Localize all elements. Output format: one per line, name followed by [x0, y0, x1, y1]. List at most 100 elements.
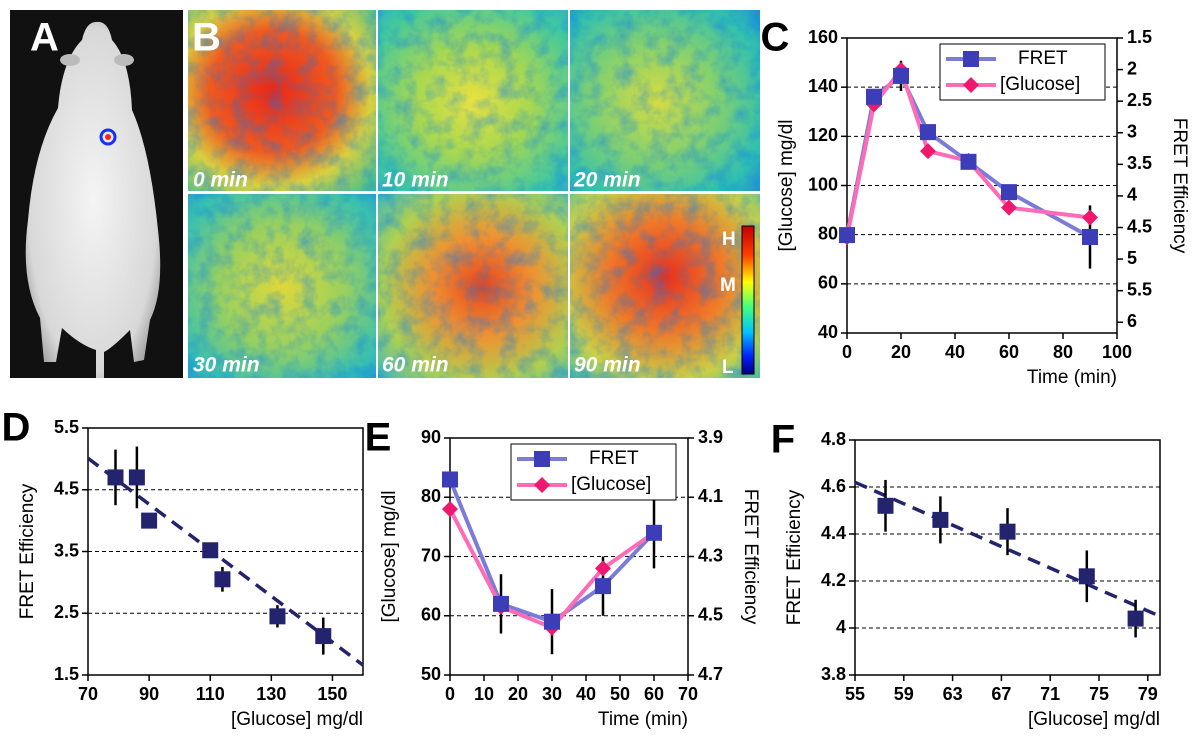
- fit-line: [86, 456, 365, 667]
- y-tick-label: 60: [421, 605, 441, 625]
- y-tick-label: 100: [808, 174, 838, 194]
- legend-label: [Glucose]: [1000, 74, 1080, 95]
- y2-tick-label: 3: [1127, 122, 1137, 142]
- legend-label: [Glucose]: [571, 474, 651, 495]
- y-tick-label: 5.5: [54, 417, 79, 437]
- x-axis-label: [Glucose] mg/dl: [1028, 709, 1160, 730]
- y2-tick-label: 3.9: [698, 427, 723, 447]
- marker: [141, 512, 158, 529]
- y-tick-label: 4.4: [821, 523, 846, 543]
- colorbar-label: M: [720, 275, 736, 296]
- marker: [315, 628, 332, 645]
- y2-tick-label: 4.1: [698, 486, 723, 506]
- y-tick-label: 60: [818, 273, 838, 293]
- x-tick-label: 10: [474, 684, 494, 704]
- marker: [1001, 184, 1017, 201]
- marker: [1127, 610, 1144, 627]
- y-tick-label: 4.8: [821, 429, 846, 449]
- plot-frame: [87, 427, 364, 676]
- marker: [1082, 228, 1098, 245]
- x-axis-label: Time (min): [1027, 367, 1117, 388]
- y2-tick-label: 4.5: [1127, 216, 1152, 236]
- x-tick-label: 63: [943, 684, 963, 704]
- marker: [128, 469, 145, 486]
- y-tick-label: 80: [421, 486, 441, 506]
- marker: [493, 595, 509, 612]
- legend-marker: [963, 77, 979, 93]
- y-tick-label: 160: [808, 27, 838, 47]
- x-axis-label: [Glucose] mg/dl: [231, 709, 363, 730]
- marker: [442, 471, 458, 488]
- y-axis-label: [Glucose] mg/dl: [776, 120, 797, 252]
- time-label: 30 min: [193, 354, 260, 377]
- x-tick-label: 90: [139, 684, 159, 704]
- y-tick-label: 4.2: [821, 570, 846, 590]
- marker: [646, 524, 662, 541]
- marker: [544, 613, 560, 630]
- y2-axis-label: FRET Efficiency: [1169, 118, 1190, 254]
- panel-label: A: [30, 16, 59, 60]
- marker: [866, 88, 882, 105]
- time-label: 0 min: [193, 169, 248, 192]
- marker: [1078, 568, 1095, 585]
- panel-label: F: [771, 418, 795, 462]
- marker: [932, 511, 949, 528]
- y-tick-label: 2.5: [54, 602, 79, 622]
- x-tick-label: 40: [945, 342, 965, 362]
- x-tick-label: 100: [1102, 342, 1132, 362]
- marker: [877, 497, 894, 514]
- x-tick-label: 40: [576, 684, 596, 704]
- legend-label: FRET: [589, 448, 639, 469]
- y2-tick-label: 4.3: [698, 545, 723, 565]
- y-axis-label: [Glucose] mg/dl: [379, 491, 400, 623]
- x-tick-label: 60: [644, 684, 664, 704]
- colorbar-label: L: [722, 357, 734, 378]
- marker: [920, 143, 936, 160]
- x-tick-label: 67: [991, 684, 1011, 704]
- marker: [107, 469, 124, 486]
- y-tick-label: 70: [421, 545, 441, 565]
- y-tick-label: 90: [421, 427, 441, 447]
- y2-tick-label: 2.5: [1127, 90, 1152, 110]
- y2-axis-label: FRET Efficiency: [740, 489, 761, 625]
- panel-label: D: [2, 406, 31, 450]
- y-tick-label: 140: [808, 76, 838, 96]
- panel-label: E: [365, 416, 392, 460]
- time-label: 60 min: [382, 354, 449, 377]
- marker: [893, 67, 909, 84]
- y2-tick-label: 6: [1127, 311, 1137, 331]
- x-tick-label: 71: [1040, 684, 1060, 704]
- marker: [960, 153, 977, 170]
- marker: [442, 501, 458, 518]
- x-tick-label: 70: [678, 684, 698, 704]
- y-tick-label: 4.6: [821, 476, 846, 496]
- y2-tick-label: 5.5: [1127, 279, 1152, 299]
- marker: [202, 542, 219, 559]
- marker: [920, 124, 936, 141]
- y2-tick-label: 4: [1127, 185, 1137, 205]
- y-tick-label: 1.5: [54, 664, 79, 684]
- y-tick-label: 3.5: [54, 540, 79, 560]
- x-tick-label: 130: [256, 684, 286, 704]
- colorbar-label: H: [722, 229, 736, 250]
- mouse-image: [10, 10, 183, 379]
- y-tick-label: 4: [836, 617, 846, 637]
- x-tick-label: 55: [845, 684, 865, 704]
- y-axis-label: FRET Efficiency: [17, 483, 38, 619]
- y2-tick-label: 3.5: [1127, 153, 1152, 173]
- marker: [1001, 199, 1017, 216]
- x-tick-label: 0: [842, 342, 852, 362]
- y-tick-label: 4.5: [54, 479, 79, 499]
- y-tick-label: 3.8: [821, 664, 846, 684]
- plot-frame: [449, 437, 689, 676]
- legend-marker: [963, 51, 979, 67]
- time-label: 90 min: [574, 354, 641, 377]
- marker: [595, 560, 611, 577]
- y-axis-label: FRET Efficiency: [784, 489, 805, 625]
- x-tick-label: 20: [891, 342, 911, 362]
- marker: [214, 571, 231, 588]
- y-tick-label: 120: [808, 125, 838, 145]
- y2-tick-label: 4.5: [698, 605, 723, 625]
- panel-label: C: [761, 16, 790, 60]
